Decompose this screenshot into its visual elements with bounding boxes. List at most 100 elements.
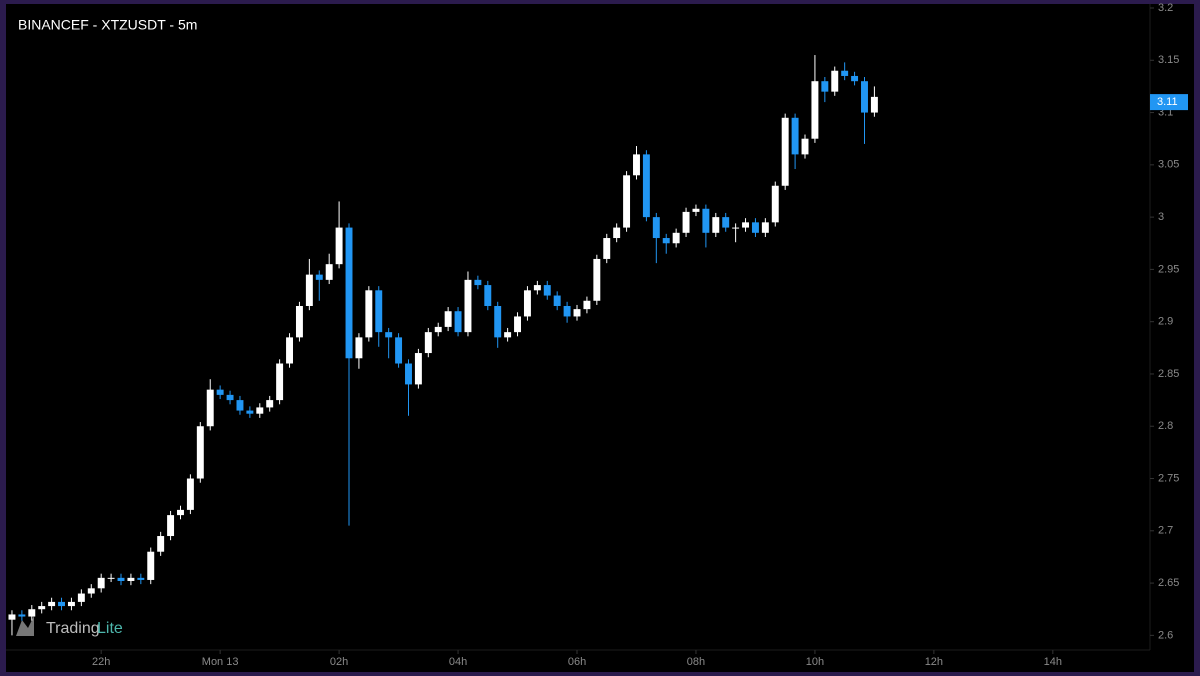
candle-body — [107, 577, 115, 579]
candle-body — [831, 70, 839, 92]
candle-body — [474, 279, 482, 286]
candle-body — [256, 407, 264, 414]
candle-body — [67, 601, 75, 607]
candle-body — [414, 353, 422, 385]
y-tick-label: 2.75 — [1158, 472, 1179, 484]
candle-body — [295, 305, 303, 338]
candle-body — [117, 577, 125, 581]
candle-body — [732, 227, 740, 229]
candle-body — [127, 577, 135, 581]
candle-body — [870, 96, 878, 113]
candle-body — [633, 154, 640, 176]
candle-body — [573, 309, 581, 317]
candle-body — [692, 208, 700, 212]
watermark-brand: Trading — [46, 620, 100, 637]
candle-body — [365, 290, 373, 338]
candle-body — [395, 337, 403, 364]
candle-body — [791, 117, 799, 155]
candle-body — [553, 295, 561, 306]
candle-body — [266, 400, 274, 408]
chart-title: BINANCEF - XTZUSDT - 5m — [18, 17, 197, 33]
candle-body — [385, 332, 393, 338]
candle-body — [642, 154, 650, 218]
candle-body — [226, 394, 234, 401]
candle-body — [712, 217, 720, 233]
candle-body — [722, 217, 730, 228]
candle-body — [424, 332, 432, 354]
candle-body — [137, 577, 145, 580]
candle-body — [861, 81, 868, 113]
y-tick-label: 2.6 — [1158, 629, 1173, 641]
y-tick-label: 3.2 — [1158, 2, 1173, 14]
candle-body — [702, 208, 710, 233]
x-tick-label: Mon 13 — [202, 656, 239, 668]
y-tick-label: 2.7 — [1158, 525, 1173, 537]
candle-body — [742, 222, 749, 228]
candle-body — [286, 337, 293, 364]
candle-body — [494, 305, 502, 338]
candle-body — [751, 222, 759, 233]
candle-body — [315, 274, 323, 280]
candle-body — [157, 536, 165, 552]
candle-body — [375, 290, 383, 333]
candle-body — [811, 81, 819, 139]
watermark-suffix: Lite — [97, 620, 123, 637]
candle-body — [543, 285, 551, 296]
candle-body — [781, 117, 789, 186]
candle-body — [58, 601, 65, 607]
candle-body — [236, 400, 244, 411]
candle-body — [38, 606, 46, 610]
candle-body — [405, 363, 412, 385]
y-tick-label: 3.05 — [1158, 159, 1179, 171]
last-price-label: 3.11 — [1157, 96, 1178, 108]
candle-body — [77, 593, 85, 602]
x-tick-label: 08h — [687, 656, 705, 668]
x-tick-label: 22h — [92, 656, 110, 668]
candle-body — [246, 410, 254, 414]
y-tick-label: 2.95 — [1158, 263, 1179, 275]
candle-body — [514, 316, 521, 333]
y-tick-label: 2.9 — [1158, 316, 1173, 328]
candle-body — [454, 311, 462, 333]
candle-body — [484, 285, 492, 306]
y-tick-label: 3.15 — [1158, 54, 1179, 66]
candle-body — [206, 389, 214, 427]
candle-body — [761, 222, 769, 233]
candle-body — [276, 363, 284, 401]
y-tick-label: 2.65 — [1158, 577, 1179, 589]
candle-body — [504, 332, 512, 338]
candle-body — [583, 300, 591, 310]
candle-body — [177, 509, 184, 516]
candle-body — [652, 217, 660, 239]
candle-body — [444, 311, 452, 327]
candle-body — [613, 227, 621, 239]
candle-body — [593, 258, 601, 301]
candle-body — [8, 614, 16, 620]
candle-body — [563, 305, 571, 317]
x-tick-label: 10h — [806, 656, 824, 668]
candle-body — [28, 609, 36, 617]
candle-body — [97, 577, 105, 589]
candle-body — [147, 551, 155, 580]
candle-body — [216, 389, 224, 395]
candle-body — [305, 274, 313, 306]
candle-body — [771, 185, 779, 223]
x-tick-label: 02h — [330, 656, 348, 668]
candle-body — [434, 326, 442, 333]
candle-body — [672, 232, 680, 244]
candle-body — [682, 211, 690, 233]
candle-body — [851, 75, 859, 82]
candle-body — [801, 138, 809, 155]
panel — [6, 4, 1194, 672]
candle-body — [841, 70, 849, 76]
x-tick-label: 14h — [1044, 656, 1062, 668]
candle-body — [533, 285, 541, 291]
y-tick-label: 2.85 — [1158, 368, 1179, 380]
candle-body — [186, 478, 194, 510]
candle-body — [821, 81, 829, 92]
candle-body — [603, 238, 611, 259]
watermark-logo — [16, 616, 34, 636]
candle-body — [464, 279, 472, 333]
candle-body — [345, 227, 353, 359]
